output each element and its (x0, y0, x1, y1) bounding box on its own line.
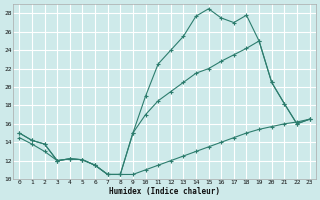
X-axis label: Humidex (Indice chaleur): Humidex (Indice chaleur) (109, 187, 220, 196)
